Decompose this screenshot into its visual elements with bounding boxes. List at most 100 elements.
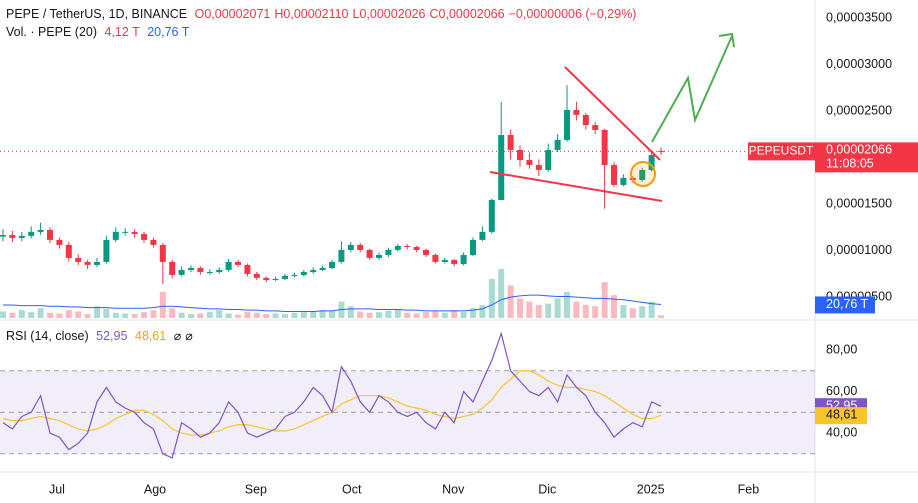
- candle-body: [488, 200, 495, 232]
- volume-bar: [103, 308, 110, 318]
- candle-body: [498, 135, 505, 201]
- candle-body: [65, 244, 72, 258]
- volume-bar: [507, 285, 514, 318]
- volume-bar: [394, 309, 401, 318]
- candle-body: [122, 231, 129, 233]
- rsi-tag: [815, 407, 867, 425]
- volume-bar: [648, 301, 655, 318]
- volume-bar: [291, 312, 298, 318]
- price-tag-text: 0,00002066: [826, 143, 892, 157]
- x-tick-label: Sep: [245, 482, 267, 496]
- candle-body: [460, 254, 467, 264]
- y-tick-label: 0,00003000: [826, 57, 892, 71]
- x-tick-label: Oct: [342, 482, 362, 496]
- candle-body: [150, 239, 157, 245]
- candle-body: [291, 274, 298, 276]
- candle-body: [573, 109, 580, 115]
- rsi-tick-label: 80,00: [826, 342, 857, 356]
- candle-body: [517, 149, 524, 161]
- volume-bar: [216, 310, 223, 318]
- volume-bar: [404, 312, 411, 318]
- volume-tag: [815, 296, 875, 314]
- volume-bar: [0, 311, 7, 318]
- volume-bar: [460, 312, 467, 318]
- candle-body: [253, 273, 260, 278]
- volume-bar: [564, 291, 571, 318]
- volume-bar: [601, 282, 608, 318]
- volume-bar: [592, 306, 599, 318]
- candle-body: [103, 239, 110, 262]
- candle-body: [648, 155, 655, 170]
- volume-bar: [244, 312, 251, 318]
- candle-body: [535, 164, 542, 170]
- rsi-row: RSI (14, close) 52,95 48,61 ⌀ ⌀: [6, 328, 197, 343]
- symbol-title: PEPE / TetherUS, 1D, BINANCE: [6, 7, 188, 21]
- symbol-tag-text: PEPEUSDT: [749, 144, 814, 158]
- volume-ma-line: [3, 294, 662, 312]
- ohlc-value: 0,00002026: [359, 7, 426, 21]
- x-tick-label: Feb: [738, 482, 760, 496]
- volume-bar: [535, 304, 542, 318]
- volume-bar: [347, 306, 354, 318]
- price-tag: [815, 142, 918, 173]
- volume-bar: [94, 306, 101, 318]
- candle-body: [178, 269, 185, 275]
- candle-body: [376, 254, 383, 258]
- volume-bar: [197, 313, 204, 318]
- candle-body: [554, 140, 561, 150]
- candle-body: [592, 125, 599, 130]
- candle-body: [639, 169, 646, 181]
- candle-body: [28, 231, 35, 236]
- candle-body: [319, 267, 326, 270]
- volume-bar: [112, 312, 119, 318]
- volume-bar: [56, 313, 63, 318]
- volume-bar: [658, 315, 665, 318]
- countdown-text: 11:08:05: [826, 157, 874, 171]
- volume-bar: [357, 311, 364, 318]
- volume-bar: [611, 295, 618, 318]
- volume-bar: [65, 310, 72, 318]
- candle-body: [329, 261, 336, 268]
- volume-bar: [470, 308, 477, 318]
- volume-bar: [225, 313, 232, 318]
- candle-body: [188, 267, 195, 270]
- volume-bar: [573, 301, 580, 318]
- change: −0,00000006 (−0,29%): [508, 7, 637, 21]
- volume-bar: [639, 306, 646, 318]
- volume-bar: [263, 314, 270, 318]
- candle-body: [0, 234, 7, 237]
- volume-bar: [188, 314, 195, 318]
- volume-bar: [159, 291, 166, 318]
- volume-bar: [366, 312, 373, 318]
- y-tick-label: 0,00001500: [826, 196, 892, 210]
- volume-bar: [253, 312, 260, 318]
- ohlc-key: O: [194, 7, 205, 21]
- header-row: PEPE / TetherUS, 1D, BINANCE O0,00002071…: [6, 7, 644, 21]
- volume-bar: [122, 313, 129, 318]
- volume-bar: [206, 312, 213, 318]
- candle-body: [235, 261, 242, 265]
- volume-ma-value: 20,76 T: [147, 25, 190, 39]
- icon[interactable]: ⌀: [185, 329, 193, 343]
- volume-bar: [526, 301, 533, 318]
- rsi-title: RSI (14, close): [6, 329, 89, 343]
- icon[interactable]: ⌀: [173, 329, 182, 343]
- volume-bar: [432, 311, 439, 318]
- volume-bar: [451, 310, 458, 318]
- volume-row: Vol. · PEPE (20) 4,12 T 20,76 T: [6, 25, 193, 39]
- ohlc-value: 0,00002071: [204, 7, 271, 21]
- x-tick-label: Ago: [144, 482, 166, 496]
- candle-body: [441, 259, 448, 262]
- candle-body: [263, 277, 270, 280]
- volume-bar: [272, 313, 279, 318]
- candle-body: [404, 245, 411, 247]
- volume-bar: [37, 308, 44, 318]
- ohlc: O0,00002071 H0,00002110 L0,00002026 C0,0000…: [195, 7, 641, 21]
- y-tick-label: 0,00002500: [826, 103, 892, 117]
- volume-bar: [413, 313, 420, 318]
- ohlc-value: 0,00002110: [283, 7, 349, 21]
- candle-body: [620, 177, 627, 185]
- volume-value: 4,12 T: [104, 25, 140, 39]
- candle-body: [112, 231, 119, 240]
